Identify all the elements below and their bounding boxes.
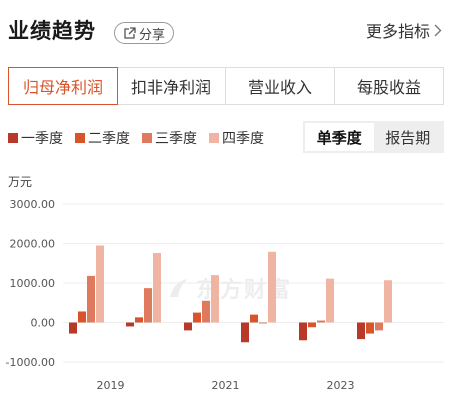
header: 业绩趋势 分享 更多指标 (0, 0, 452, 60)
share-icon (124, 26, 136, 39)
legend-item-q3[interactable]: 三季度 (142, 128, 197, 148)
bar-q4[interactable] (384, 280, 392, 323)
bar-q2[interactable] (135, 317, 143, 323)
page-title: 业绩趋势 (8, 19, 96, 43)
legend-label-q2: 二季度 (88, 131, 130, 147)
bar-q2[interactable] (78, 311, 86, 323)
tab-eps[interactable]: 每股收益 (356, 78, 421, 97)
x-tick-label: 2023 (327, 379, 355, 392)
y-tick-label: 3000.00 (10, 198, 56, 211)
tab-deducted-net-profit[interactable]: 扣非净利润 (117, 68, 226, 104)
bar-q1[interactable] (299, 322, 307, 341)
more-indicators-link[interactable]: 更多指标 (366, 18, 442, 42)
bar-q4[interactable] (211, 275, 219, 323)
y-tick-label: 2000.00 (10, 238, 56, 251)
bar-q3[interactable] (259, 322, 267, 324)
legend-label-q3: 三季度 (155, 131, 197, 147)
bar-q1[interactable] (357, 322, 365, 340)
bar-q2[interactable] (193, 312, 201, 323)
tab-net-profit[interactable]: 归母净利润 (8, 67, 118, 105)
legend-swatch-q3 (142, 133, 152, 143)
more-label: 更多指标 (365, 22, 430, 41)
bar-q3[interactable] (317, 320, 325, 323)
chart-legend: 一季度 二季度 三季度 四季度 (8, 128, 276, 148)
legend-item-q1[interactable]: 一季度 (8, 128, 63, 148)
bar-q3[interactable] (144, 288, 152, 323)
x-tick-label: 2019 (97, 379, 125, 392)
share-label: 分享 (138, 27, 165, 43)
legend-item-q4[interactable]: 四季度 (209, 128, 264, 148)
x-tick-label: 2021 (212, 379, 240, 392)
bar-q3[interactable] (375, 322, 383, 331)
bar-q2[interactable] (308, 322, 316, 328)
bar-q4[interactable] (153, 252, 161, 323)
bar-q4[interactable] (326, 278, 334, 323)
bar-q4[interactable] (268, 251, 276, 323)
legend-label-q4: 四季度 (222, 131, 264, 147)
bar-q1[interactable] (126, 322, 134, 327)
y-tick-label: 0.00 (31, 317, 56, 330)
legend-label-q1: 一季度 (21, 131, 63, 147)
bar-q1[interactable] (184, 322, 192, 331)
report-period-button[interactable]: 报告期 (385, 128, 431, 147)
bar-q2[interactable] (366, 322, 374, 334)
metric-tabs: 归母净利润 扣非净利润 营业收入 每股收益 (8, 67, 444, 105)
legend-item-q2[interactable]: 二季度 (75, 128, 130, 148)
bar-q1[interactable] (241, 322, 249, 343)
legend-swatch-q2 (75, 133, 85, 143)
y-axis-unit: 万元 (8, 175, 33, 189)
profit-chart: 3000.00 2000.00 1000.00 0.00 -1000.00 2019 202… (6, 198, 444, 392)
bar-q3[interactable] (202, 300, 210, 323)
bar-q3[interactable] (87, 275, 95, 323)
tab-revenue[interactable]: 营业收入 (226, 68, 335, 104)
watermark-logo (170, 279, 188, 297)
y-tick-label: -1000.00 (6, 356, 55, 369)
legend-swatch-q4 (209, 133, 219, 143)
single-quarter-button[interactable]: 单季度 (305, 123, 374, 151)
y-tick-label: 1000.00 (10, 277, 56, 290)
chevron-right-icon (434, 24, 442, 36)
period-toggle: 单季度 报告期 (303, 121, 444, 153)
legend-swatch-q1 (8, 133, 18, 143)
bar-q2[interactable] (250, 314, 258, 323)
bar-q4[interactable] (96, 245, 104, 323)
bar-q1[interactable] (69, 322, 77, 334)
share-button[interactable]: 分享 (114, 22, 174, 44)
